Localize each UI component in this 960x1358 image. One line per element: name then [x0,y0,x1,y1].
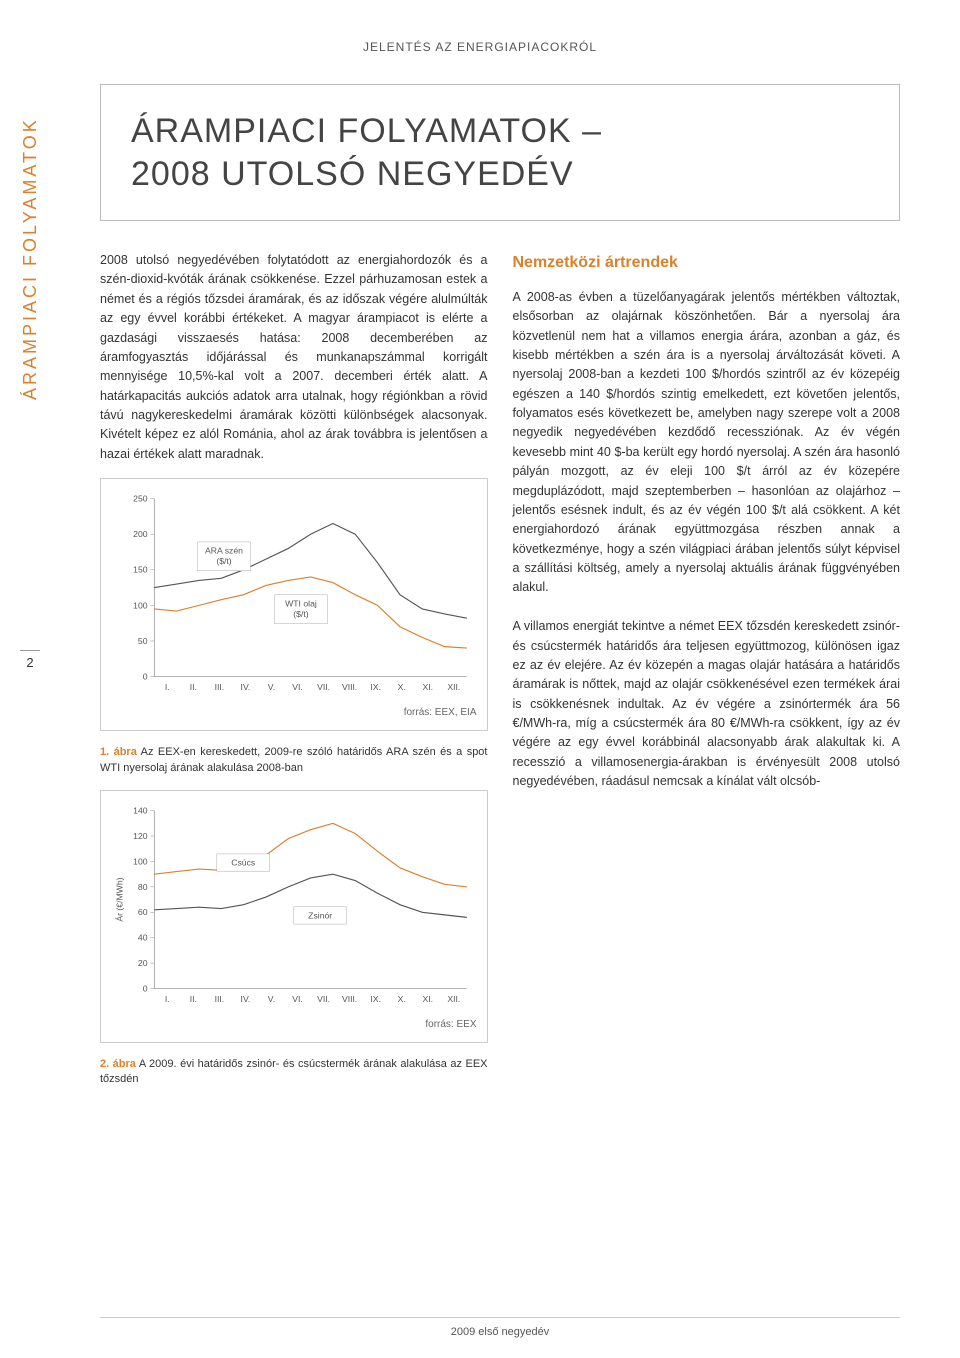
svg-text:VIII.: VIII. [342,682,357,692]
chart-2: 0 20 40 60 80 100 120 140 I. II. III. IV. V. VI. VII. V… [100,790,488,1043]
svg-text:IX.: IX. [370,994,381,1004]
chart-1-svg: 0 50 100 150 200 250 I. II. III. IV. V. VI. VII. VIII… [111,489,477,701]
svg-text:120: 120 [133,831,148,841]
svg-text:($/t): ($/t) [293,609,308,619]
svg-text:XI.: XI. [423,994,434,1004]
svg-text:40: 40 [138,933,148,943]
page: JELENTÉS AZ ENERGIAPIACOKRÓL ÁRAMPIACI F… [0,0,960,1358]
svg-text:VI.: VI. [292,994,303,1004]
svg-text:20: 20 [138,958,148,968]
svg-text:Ár (€/MWh): Ár (€/MWh) [115,877,125,921]
svg-text:V.: V. [268,682,275,692]
svg-text:X.: X. [398,994,406,1004]
svg-text:IX.: IX. [370,682,381,692]
svg-text:I.: I. [165,994,170,1004]
svg-text:250: 250 [133,494,148,504]
chart-1-fignum: 1. ábra [100,746,137,758]
right-body: A 2008-as évben a tüzelőanyagárak jelent… [513,288,901,792]
svg-text:VIII.: VIII. [342,994,357,1004]
chart-2-caption-text: A 2009. évi határidős zsinór- és csúcste… [100,1058,488,1085]
svg-text:XII.: XII. [447,994,460,1004]
page-number: 2 [20,650,40,670]
svg-text:60: 60 [138,907,148,917]
svg-text:Zsinór: Zsinór [308,910,332,920]
chart-2-svg: 0 20 40 60 80 100 120 140 I. II. III. IV. V. VI. VII. V… [111,801,477,1013]
svg-text:V.: V. [268,994,275,1004]
svg-text:0: 0 [143,983,148,993]
svg-text:50: 50 [138,636,148,646]
left-body: 2008 utolsó negyedévében folytatódott az… [100,251,488,464]
chart-2-caption: 2. ábra A 2009. évi határidős zsinór- és… [100,1057,488,1088]
svg-text:IV.: IV. [241,994,251,1004]
svg-text:VI.: VI. [292,682,303,692]
chart-1-source: forrás: EEX, EIA [111,705,477,721]
svg-text:XII.: XII. [447,682,460,692]
svg-text:VII.: VII. [317,682,330,692]
right-column: Nemzetközi ártrendek A 2008-as évben a t… [513,251,901,1102]
svg-text:XI.: XI. [423,682,434,692]
svg-text:II.: II. [190,994,197,1004]
chart-2-fignum: 2. ábra [100,1058,136,1070]
svg-text:VII.: VII. [317,994,330,1004]
left-column: 2008 utolsó negyedévében folytatódott az… [100,251,488,1102]
svg-text:100: 100 [133,856,148,866]
chart-1-caption-text: Az EEX-en kereskedett, 2009-re szóló hat… [100,746,488,773]
svg-text:II.: II. [190,682,197,692]
svg-text:III.: III. [215,682,225,692]
svg-text:80: 80 [138,882,148,892]
svg-text:I.: I. [165,682,170,692]
svg-text:IV.: IV. [241,682,251,692]
svg-text:III.: III. [215,994,225,1004]
svg-text:WTI olaj: WTI olaj [285,598,317,608]
svg-text:ARA szén: ARA szén [205,546,243,556]
svg-text:100: 100 [133,600,148,610]
title-line-2: 2008 UTOLSÓ NEGYEDÉV [131,155,574,193]
chart-1: 0 50 100 150 200 250 I. II. III. IV. V. VI. VII. VIII… [100,478,488,731]
svg-text:Csúcs: Csúcs [231,857,256,867]
svg-text:140: 140 [133,806,148,816]
right-heading: Nemzetközi ártrendek [513,251,901,276]
content-columns: 2008 utolsó negyedévében folytatódott az… [100,251,900,1102]
svg-text:X.: X. [398,682,406,692]
title-line-1: ÁRAMPIACI FOLYAMATOK – [131,112,602,150]
chart-2-source: forrás: EEX [111,1017,477,1033]
chart-1-caption: 1. ábra Az EEX-en kereskedett, 2009-re s… [100,745,488,776]
footer: 2009 első negyedév [100,1317,900,1338]
svg-text:($/t): ($/t) [216,556,231,566]
svg-text:0: 0 [143,672,148,682]
title-block: ÁRAMPIACI FOLYAMATOK – 2008 UTOLSÓ NEGYE… [100,84,900,221]
svg-text:150: 150 [133,565,148,575]
svg-text:200: 200 [133,529,148,539]
header-label: JELENTÉS AZ ENERGIAPIACOKRÓL [60,40,900,54]
sidebar-section-label: ÁRAMPIACI FOLYAMATOK [20,117,41,400]
page-title: ÁRAMPIACI FOLYAMATOK – 2008 UTOLSÓ NEGYE… [131,110,869,195]
